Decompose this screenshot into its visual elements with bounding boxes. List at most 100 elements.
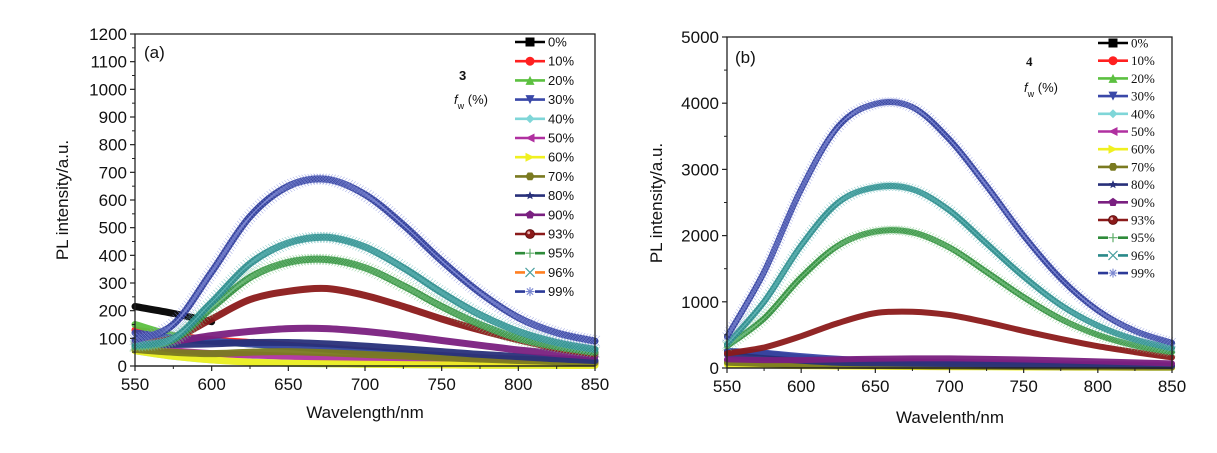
series-marker <box>927 234 938 244</box>
series-marker <box>316 253 328 265</box>
series-marker <box>301 254 313 265</box>
series-marker <box>360 189 372 201</box>
series-marker <box>422 278 434 290</box>
series-marker <box>997 202 1007 212</box>
legend-label: 60% <box>548 150 574 165</box>
series-marker <box>777 269 788 279</box>
series-marker <box>498 320 510 332</box>
series-marker <box>221 243 233 254</box>
series-marker <box>823 135 834 145</box>
y-tick-label: 2000 <box>681 227 719 246</box>
series-marker <box>951 246 962 257</box>
series-marker <box>778 223 789 233</box>
series-marker <box>1035 285 1046 296</box>
series-marker <box>239 275 251 287</box>
series-marker <box>244 272 256 284</box>
series-marker <box>768 248 778 258</box>
series-99pct <box>129 173 601 347</box>
series-marker <box>956 249 967 260</box>
series-marker <box>840 193 850 203</box>
series-marker <box>408 286 420 297</box>
series-marker <box>247 270 258 282</box>
series-marker <box>941 240 951 251</box>
series-marker <box>499 304 511 316</box>
series-marker <box>930 235 940 245</box>
series-marker <box>273 185 285 197</box>
legend-item: 95% <box>1098 230 1155 245</box>
series-marker <box>1015 226 1025 236</box>
series-marker <box>260 263 272 275</box>
series-marker <box>1038 287 1048 298</box>
series-marker <box>856 185 867 196</box>
series-marker <box>760 264 771 274</box>
series-marker <box>981 266 991 277</box>
series-marker <box>1089 319 1099 329</box>
series-marker <box>1143 331 1153 341</box>
series-marker <box>394 260 406 272</box>
series-marker <box>1070 321 1081 331</box>
legend-marker-asterisk-icon <box>525 287 535 297</box>
series-marker <box>749 322 759 332</box>
series-marker <box>419 291 431 303</box>
series-marker <box>270 242 282 254</box>
series-90pct <box>724 355 1175 367</box>
series-marker <box>789 251 799 261</box>
legend-label: 20% <box>1131 71 1155 86</box>
series-marker <box>791 195 801 206</box>
series-marker <box>837 194 848 205</box>
series-marker <box>424 279 436 291</box>
series-marker <box>992 195 1002 205</box>
series-marker <box>276 240 287 251</box>
series-marker <box>363 191 375 203</box>
series-marker <box>432 284 444 296</box>
series-marker <box>1060 316 1070 326</box>
series-marker <box>773 276 783 287</box>
series-marker <box>1101 333 1112 343</box>
series-marker <box>400 281 412 293</box>
series-marker <box>481 292 493 304</box>
series-marker <box>781 263 791 274</box>
series-marker <box>1006 283 1016 294</box>
legend-label: 10% <box>1131 53 1155 68</box>
legend-label: 30% <box>1131 89 1155 104</box>
series-marker <box>218 248 230 259</box>
series-marker <box>523 317 534 328</box>
series-marker <box>271 259 283 271</box>
series-marker <box>211 258 223 270</box>
series-marker <box>863 228 873 238</box>
series-marker <box>358 188 370 200</box>
legend-marker-triangle-right-icon <box>1108 144 1118 154</box>
series-marker <box>864 101 874 111</box>
series-marker <box>889 181 899 191</box>
series-marker <box>988 190 999 200</box>
series-marker <box>924 233 935 243</box>
series-marker <box>1083 316 1094 326</box>
series-marker <box>765 253 776 263</box>
series-marker <box>1033 301 1044 312</box>
series-marker <box>1135 328 1145 338</box>
series-marker <box>868 182 878 193</box>
series-marker <box>938 201 949 211</box>
series-marker <box>945 206 956 216</box>
series-marker <box>172 329 184 341</box>
series-marker <box>340 235 352 247</box>
series-marker <box>262 246 274 258</box>
series-marker <box>163 322 175 334</box>
legend-item: 80% <box>1098 177 1155 192</box>
series-marker <box>961 253 972 263</box>
series-marker <box>501 305 513 317</box>
series-marker <box>910 228 921 238</box>
series-marker <box>1140 330 1151 340</box>
legend-marker-sphere-icon-highlight <box>1110 217 1114 221</box>
x-axis-b: 550 600 650 700 750 800 850 <box>713 367 1186 396</box>
series-marker <box>797 182 808 192</box>
series-marker <box>186 295 198 307</box>
series-marker <box>1070 309 1081 319</box>
series-marker <box>542 324 554 336</box>
series-marker <box>365 193 377 204</box>
series-marker <box>943 204 953 215</box>
series-marker <box>545 325 557 337</box>
legend-label: 50% <box>1131 124 1155 139</box>
series-marker <box>790 248 801 259</box>
y-axis-title-b: PL intensity/a.u. <box>647 143 666 263</box>
